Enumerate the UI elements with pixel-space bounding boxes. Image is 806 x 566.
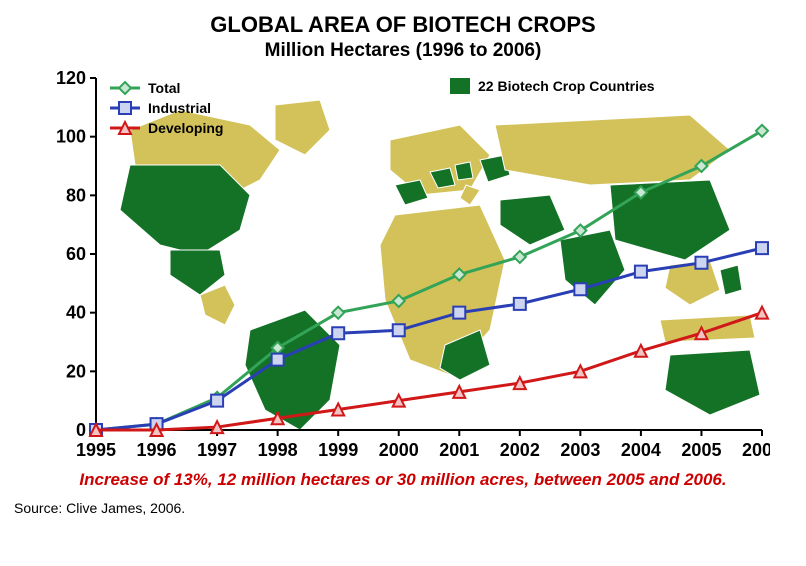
chart-footnote: Increase of 13%, 12 million hectares or …	[0, 470, 806, 490]
y-tick-label: 0	[76, 420, 86, 440]
y-tick-label: 100	[56, 127, 86, 147]
y-tick-label: 40	[66, 303, 86, 323]
x-tick-label: 1997	[197, 440, 237, 460]
legend-swatch-countries	[450, 78, 470, 94]
y-tick-label: 60	[66, 244, 86, 264]
legend-label-industrial: Industrial	[148, 100, 211, 116]
chart-subtitle: Million Hectares (1996 to 2006)	[0, 40, 806, 62]
biotech-crops-chart: 0 20 40 60 80 100 120 1995 1996 1997 1998 1999 2000 2…	[50, 70, 770, 470]
x-tick-label: 2001	[439, 440, 479, 460]
x-tick-label: 2006	[742, 440, 770, 460]
x-tick-label: 2003	[560, 440, 600, 460]
x-tick-label: 1999	[318, 440, 358, 460]
y-tick-label: 120	[56, 70, 86, 88]
x-tick-label: 2000	[379, 440, 419, 460]
world-map	[120, 100, 760, 430]
y-tick-label: 80	[66, 185, 86, 205]
x-tick-label: 1996	[137, 440, 177, 460]
legend-label-countries: 22 Biotech Crop Countries	[478, 78, 655, 94]
x-tick-label: 2005	[681, 440, 721, 460]
legend-label-developing: Developing	[148, 120, 223, 136]
x-tick-label: 2002	[500, 440, 540, 460]
y-tick-label: 20	[66, 361, 86, 381]
chart-title: GLOBAL AREA OF BIOTECH CROPS	[0, 12, 806, 38]
x-tick-label: 2004	[621, 440, 661, 460]
x-tick-label: 1995	[76, 440, 116, 460]
x-tick-label: 1998	[258, 440, 298, 460]
legend-label-total: Total	[148, 80, 180, 96]
chart-source: Source: Clive James, 2006.	[14, 500, 185, 516]
